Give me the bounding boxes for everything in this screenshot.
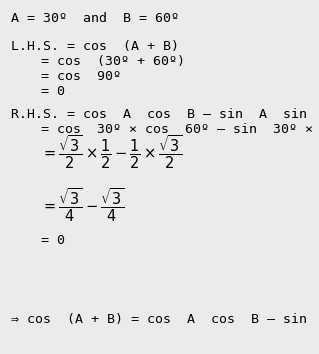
- Text: = 0: = 0: [41, 234, 65, 247]
- Text: L.H.S. = cos  (A + B): L.H.S. = cos (A + B): [11, 40, 179, 53]
- Text: $= \dfrac{\sqrt{3}}{4} - \dfrac{\sqrt{3}}{4}$: $= \dfrac{\sqrt{3}}{4} - \dfrac{\sqrt{3}…: [41, 187, 125, 224]
- Text: = cos  (30º + 60º): = cos (30º + 60º): [41, 55, 185, 68]
- Text: = cos  90º: = cos 90º: [41, 70, 122, 83]
- Text: A = 30º  and  B = 60º: A = 30º and B = 60º: [11, 12, 179, 25]
- Text: = cos  30º × cos  60º – sin  30º × sin  60º: = cos 30º × cos 60º – sin 30º × sin 60º: [41, 123, 319, 136]
- Text: $= \dfrac{\sqrt{3}}{2} \times \dfrac{1}{2} - \dfrac{1}{2} \times \dfrac{\sqrt{3}: $= \dfrac{\sqrt{3}}{2} \times \dfrac{1}{…: [41, 133, 183, 171]
- Text: ⇒ cos  (A + B) = cos  A  cos  B – sin  A  sin  B: ⇒ cos (A + B) = cos A cos B – sin A sin …: [11, 313, 319, 326]
- Text: = 0: = 0: [41, 85, 65, 98]
- Text: R.H.S. = cos  A  cos  B – sin  A  sin  B: R.H.S. = cos A cos B – sin A sin B: [11, 108, 319, 121]
